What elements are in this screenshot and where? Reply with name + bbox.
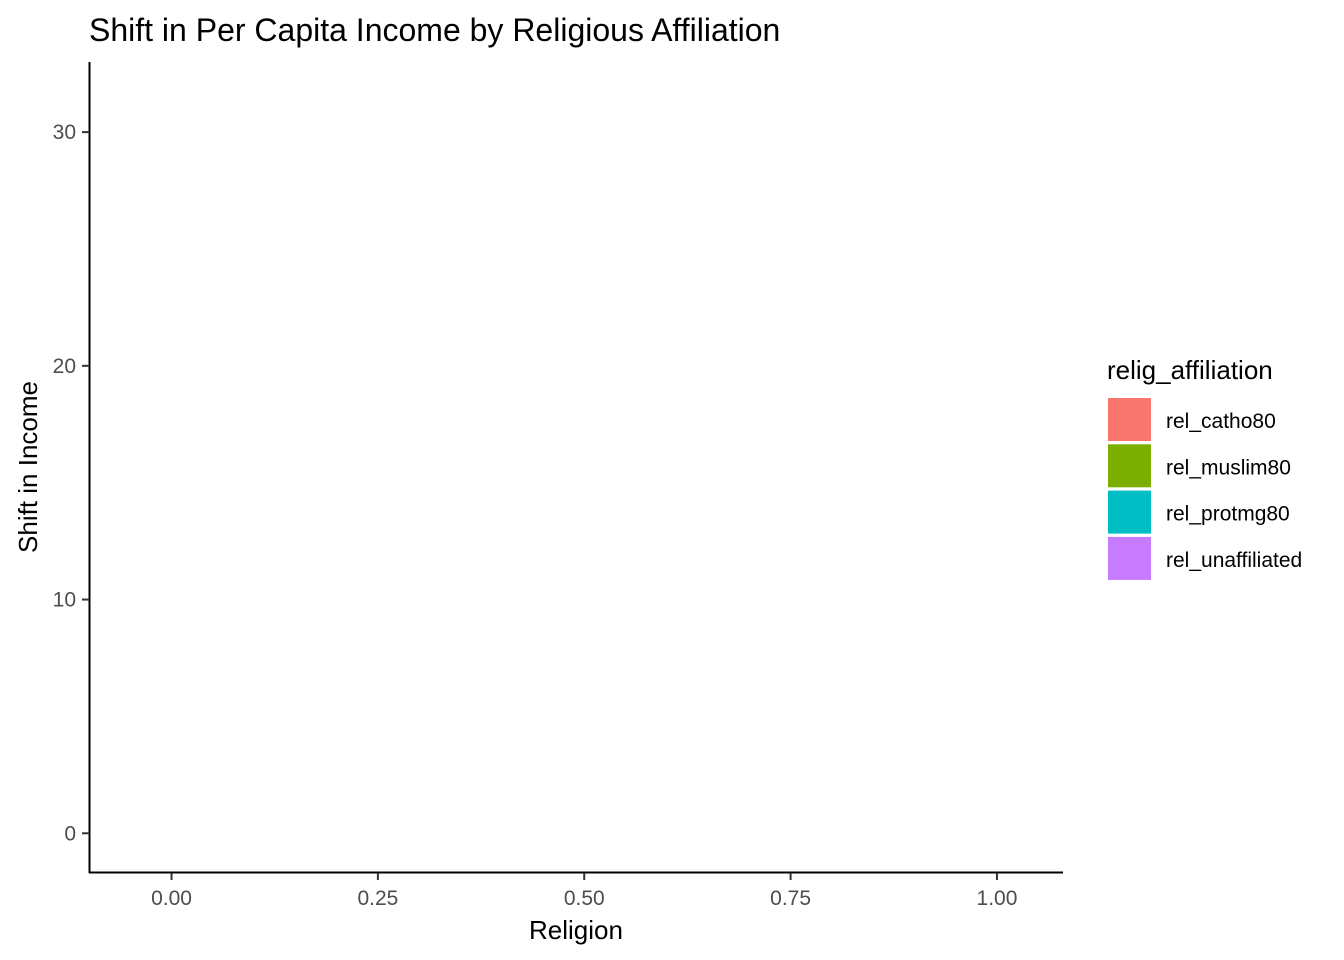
- legend-swatch: [1108, 398, 1151, 441]
- x-axis-title: Religion: [529, 915, 623, 945]
- legend-swatch: [1108, 490, 1151, 534]
- plot-panel: 0 10 20 30 0.00 0.25 0.50 0.75 1.00: [53, 62, 1063, 910]
- y-tick-label: 10: [53, 589, 76, 612]
- x-tick-label: 0.00: [151, 887, 192, 910]
- x-ticks: 0.00 0.25 0.50 0.75 1.00: [151, 873, 1017, 910]
- legend-items: rel_catho80 rel_muslim80 rel_protmg80 rel_u…: [1108, 398, 1302, 580]
- x-tick-label: 0.75: [770, 887, 811, 910]
- legend-title: relig_affiliation: [1107, 355, 1273, 385]
- legend-label: rel_muslim80: [1166, 456, 1291, 479]
- chart-title: Shift in Per Capita Income by Religious …: [89, 12, 780, 48]
- y-tick-label: 30: [53, 121, 76, 144]
- y-tick-label: 20: [53, 355, 76, 378]
- legend-label: rel_catho80: [1166, 410, 1276, 433]
- x-tick-label: 1.00: [977, 887, 1018, 910]
- y-ticks: 0 10 20 30: [53, 121, 89, 845]
- x-tick-label: 0.50: [564, 887, 605, 910]
- y-tick-label: 0: [64, 822, 76, 845]
- legend-label: rel_protmg80: [1166, 503, 1290, 526]
- legend: relig_affiliation rel_catho80 rel_muslim8…: [1107, 355, 1302, 580]
- x-tick-label: 0.25: [357, 887, 398, 910]
- legend-label: rel_unaffiliated: [1166, 549, 1302, 572]
- legend-swatch: [1108, 536, 1151, 580]
- y-axis-title: Shift in Income: [13, 381, 43, 553]
- legend-swatch: [1108, 444, 1151, 488]
